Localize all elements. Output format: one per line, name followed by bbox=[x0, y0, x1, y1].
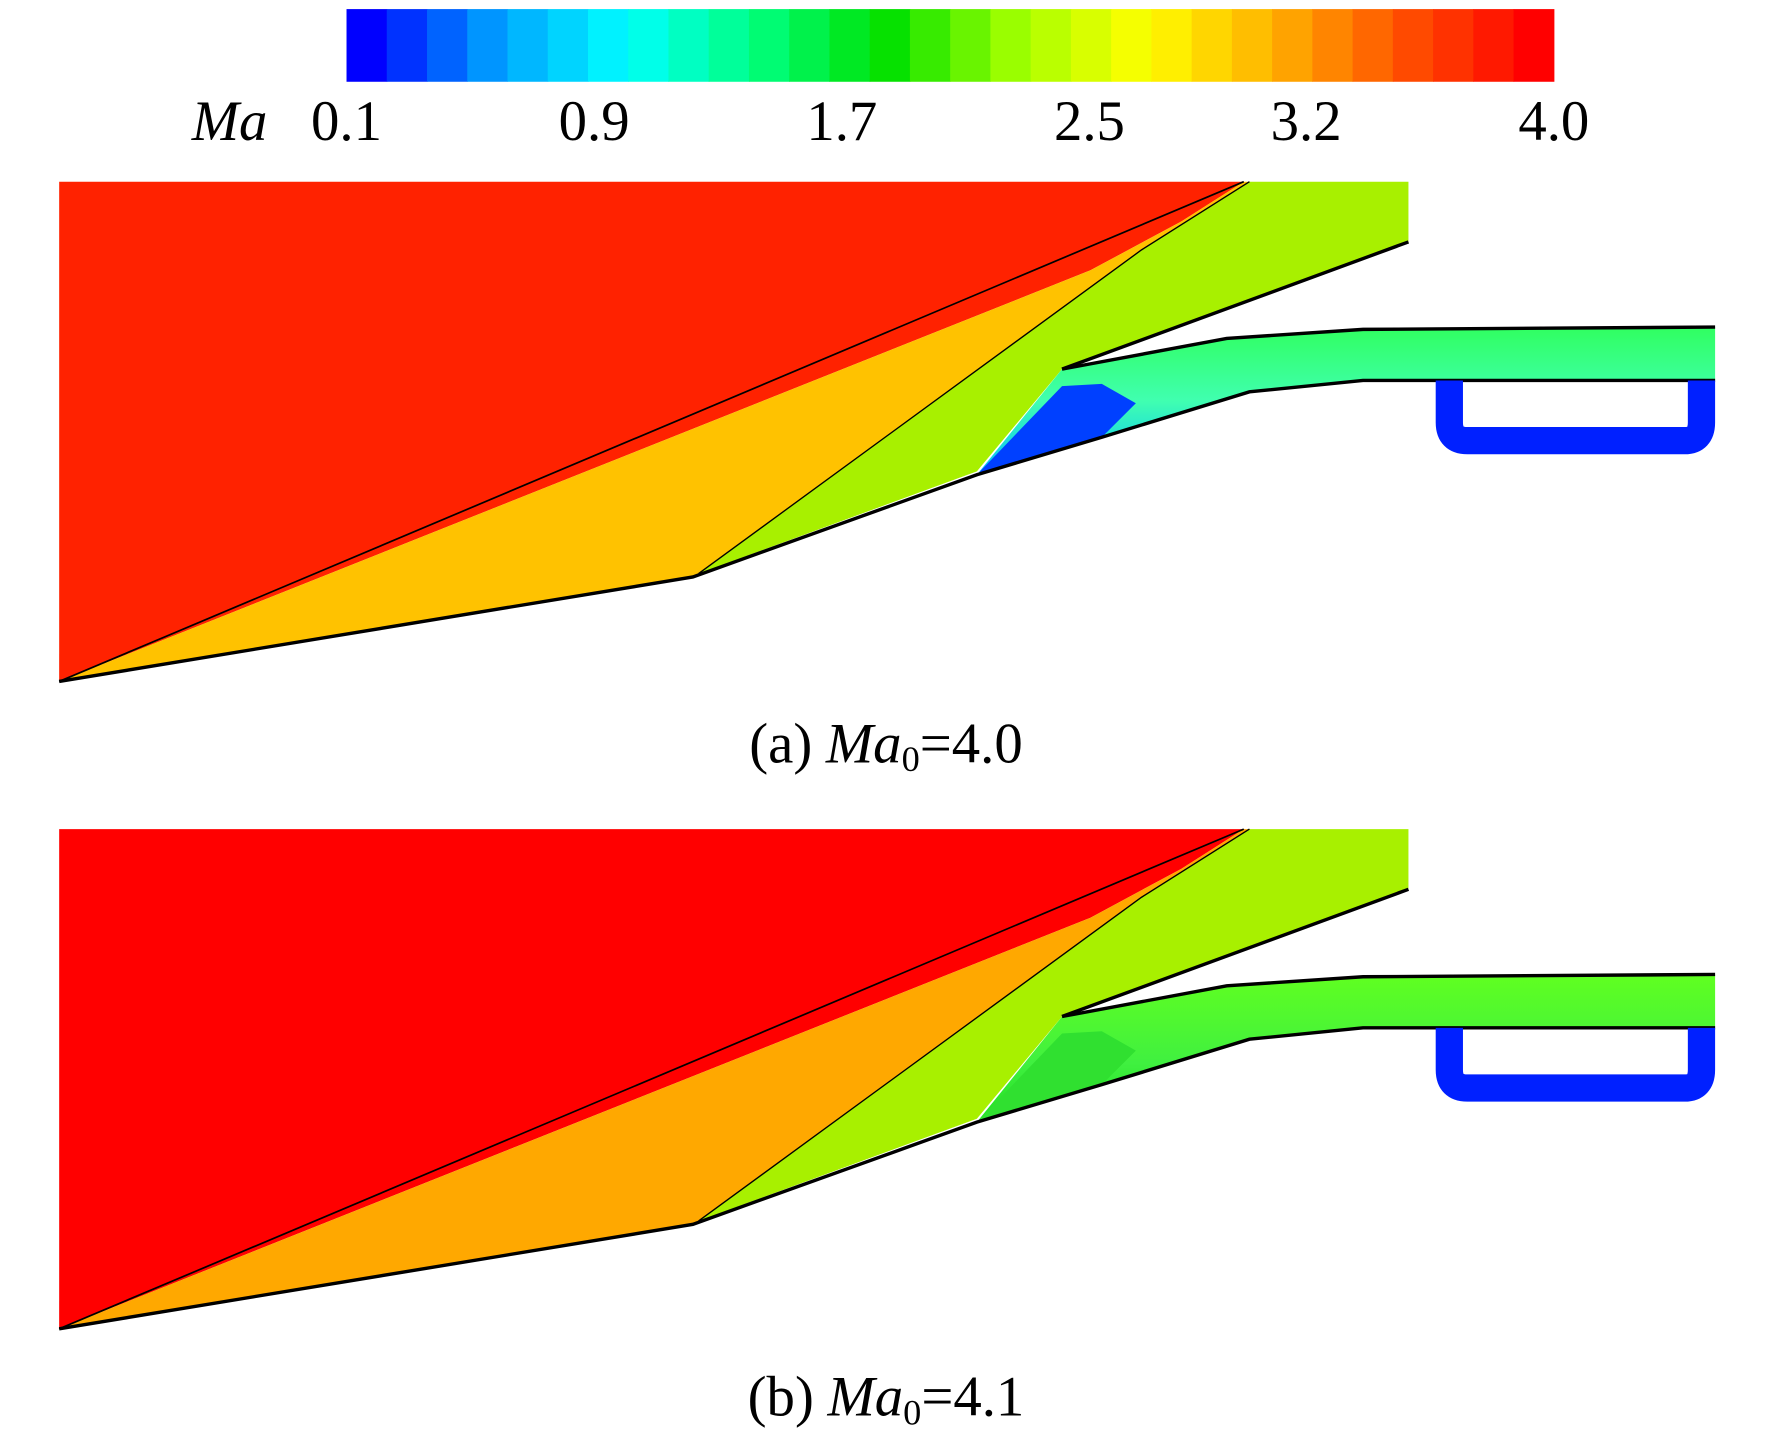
colorbar-band bbox=[507, 9, 549, 82]
colorbar-band bbox=[1312, 9, 1354, 82]
colorbar-band bbox=[427, 9, 468, 82]
colorbar-band bbox=[1030, 9, 1072, 82]
caption: (a) Ma0=4.0 bbox=[749, 713, 1022, 780]
colorbar-band bbox=[1070, 9, 1112, 82]
colorbar-tick-label: 4.0 bbox=[1518, 90, 1589, 153]
colorbar-band bbox=[1151, 9, 1193, 82]
contour-panel bbox=[59, 829, 1715, 1329]
colorbar-label: Ma bbox=[191, 90, 268, 153]
colorbar-band bbox=[1392, 9, 1434, 82]
colorbar-tick-label: 0.1 bbox=[311, 90, 382, 153]
colorbar-band bbox=[1272, 9, 1313, 82]
colorbar-band bbox=[990, 9, 1032, 82]
colorbar-band bbox=[628, 9, 670, 82]
colorbar bbox=[346, 9, 1555, 82]
colorbar-band bbox=[829, 9, 871, 82]
colorbar-band bbox=[1352, 9, 1394, 82]
colorbar-band bbox=[950, 9, 991, 82]
contour-panel bbox=[59, 182, 1715, 682]
colorbar-tick-label: 2.5 bbox=[1054, 90, 1125, 153]
colorbar-band bbox=[1513, 9, 1555, 82]
colorbar-band bbox=[1433, 9, 1474, 82]
colorbar-band bbox=[748, 9, 790, 82]
colorbar-band bbox=[587, 9, 629, 82]
colorbar-band bbox=[1231, 9, 1273, 82]
colorbar-band bbox=[1111, 9, 1152, 82]
colorbar-band bbox=[789, 9, 831, 82]
caption: (b) Ma0=4.1 bbox=[748, 1366, 1025, 1433]
colorbar-tick-label: 0.9 bbox=[559, 90, 630, 153]
colorbar-band bbox=[1191, 9, 1233, 82]
colorbar-band bbox=[467, 9, 509, 82]
colorbar-tick-label: 3.2 bbox=[1271, 90, 1342, 153]
colorbar-band bbox=[346, 9, 388, 82]
colorbar-band bbox=[386, 9, 428, 82]
colorbar-band bbox=[668, 9, 710, 82]
colorbar-band bbox=[869, 9, 911, 82]
colorbar-band bbox=[547, 9, 589, 82]
colorbar-band bbox=[708, 9, 750, 82]
colorbar-tick-label: 1.7 bbox=[806, 90, 877, 153]
colorbar-band bbox=[1473, 9, 1515, 82]
colorbar-band bbox=[909, 9, 951, 82]
